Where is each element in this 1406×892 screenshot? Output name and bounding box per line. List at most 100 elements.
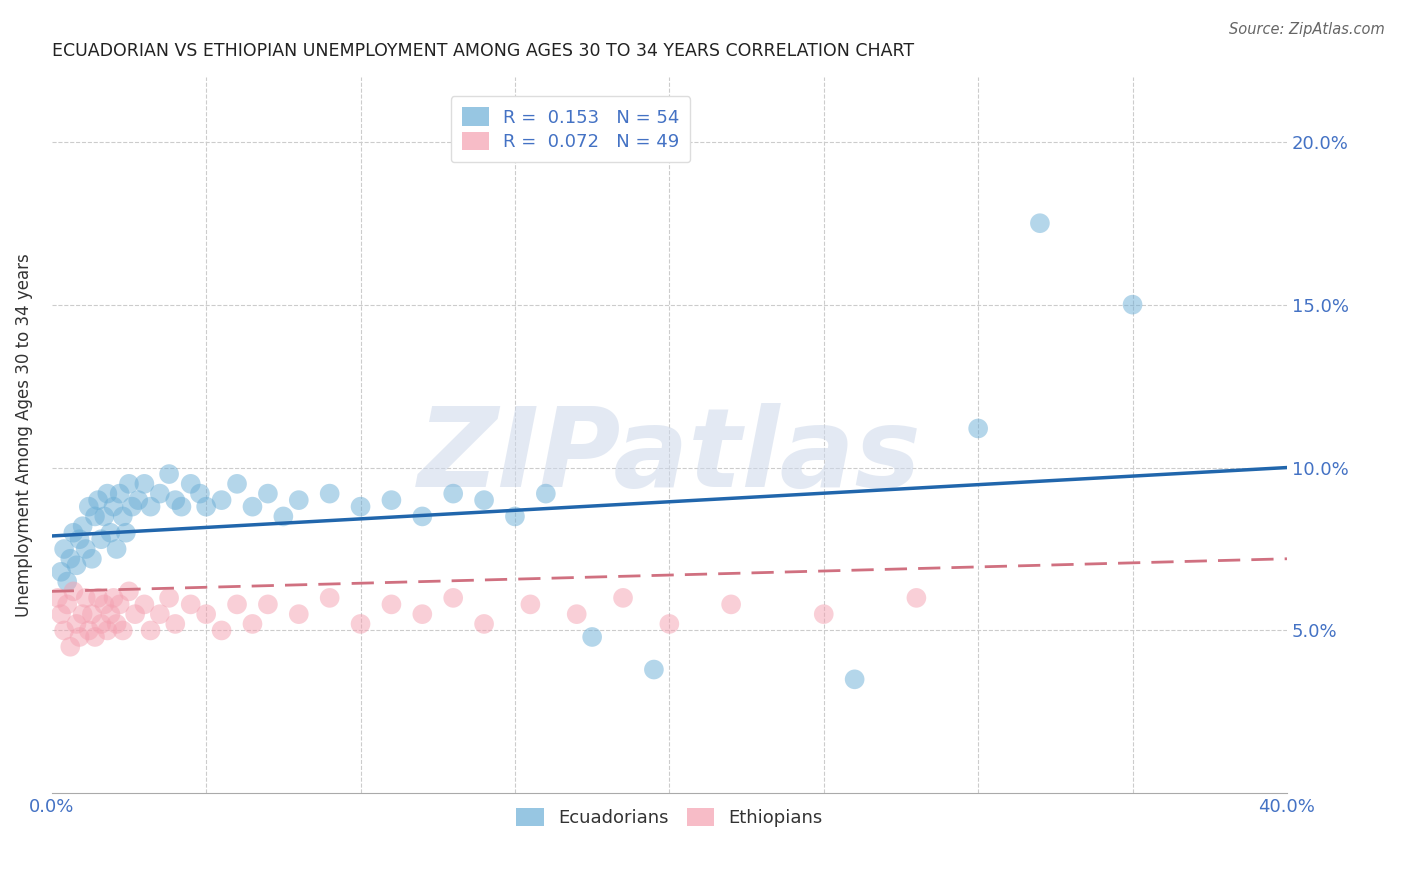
Point <box>87 493 110 508</box>
Point <box>581 630 603 644</box>
Point <box>967 421 990 435</box>
Point <box>62 525 84 540</box>
Point <box>211 493 233 508</box>
Point <box>503 509 526 524</box>
Point <box>188 486 211 500</box>
Text: ECUADORIAN VS ETHIOPIAN UNEMPLOYMENT AMONG AGES 30 TO 34 YEARS CORRELATION CHART: ECUADORIAN VS ETHIOPIAN UNEMPLOYMENT AMO… <box>52 42 914 60</box>
Point <box>84 630 107 644</box>
Point <box>134 476 156 491</box>
Point <box>170 500 193 514</box>
Point <box>441 486 464 500</box>
Point <box>111 624 134 638</box>
Point <box>62 584 84 599</box>
Point <box>1122 298 1144 312</box>
Point <box>318 486 340 500</box>
Point <box>349 616 371 631</box>
Point <box>93 509 115 524</box>
Point <box>84 509 107 524</box>
Point <box>472 616 495 631</box>
Point <box>643 663 665 677</box>
Text: Source: ZipAtlas.com: Source: ZipAtlas.com <box>1229 22 1385 37</box>
Point <box>195 607 218 622</box>
Point <box>108 598 131 612</box>
Point <box>165 493 187 508</box>
Point <box>72 607 94 622</box>
Point <box>1029 216 1052 230</box>
Point <box>72 519 94 533</box>
Point <box>59 551 82 566</box>
Point <box>105 541 128 556</box>
Point <box>127 493 149 508</box>
Point <box>157 467 180 481</box>
Point <box>100 525 122 540</box>
Point <box>242 500 264 514</box>
Point <box>195 500 218 514</box>
Point <box>59 640 82 654</box>
Point <box>411 509 433 524</box>
Point <box>149 486 172 500</box>
Point <box>65 616 87 631</box>
Point <box>75 591 97 605</box>
Point <box>53 541 76 556</box>
Point <box>257 486 280 500</box>
Point <box>111 509 134 524</box>
Point <box>77 500 100 514</box>
Point <box>121 500 143 514</box>
Point <box>105 616 128 631</box>
Point <box>288 493 311 508</box>
Point <box>134 598 156 612</box>
Point <box>149 607 172 622</box>
Point <box>157 591 180 605</box>
Point <box>69 630 91 644</box>
Point <box>180 598 202 612</box>
Point <box>441 591 464 605</box>
Point <box>519 598 541 612</box>
Point <box>534 486 557 500</box>
Point <box>80 607 103 622</box>
Point <box>90 533 112 547</box>
Point <box>75 541 97 556</box>
Point <box>77 624 100 638</box>
Point <box>124 607 146 622</box>
Point <box>411 607 433 622</box>
Point <box>180 476 202 491</box>
Legend: Ecuadorians, Ethiopians: Ecuadorians, Ethiopians <box>509 801 830 835</box>
Point <box>720 598 742 612</box>
Point <box>318 591 340 605</box>
Point <box>612 591 634 605</box>
Point <box>658 616 681 631</box>
Point <box>49 607 72 622</box>
Point <box>226 476 249 491</box>
Point <box>349 500 371 514</box>
Point <box>211 624 233 638</box>
Point <box>273 509 295 524</box>
Point <box>108 486 131 500</box>
Point <box>80 551 103 566</box>
Point <box>100 607 122 622</box>
Point <box>96 624 118 638</box>
Point <box>905 591 928 605</box>
Point <box>53 624 76 638</box>
Point <box>90 616 112 631</box>
Point <box>118 476 141 491</box>
Point <box>472 493 495 508</box>
Point <box>56 574 79 589</box>
Point <box>288 607 311 622</box>
Point <box>139 500 162 514</box>
Point <box>69 533 91 547</box>
Point <box>65 558 87 573</box>
Y-axis label: Unemployment Among Ages 30 to 34 years: Unemployment Among Ages 30 to 34 years <box>15 253 32 617</box>
Point <box>165 616 187 631</box>
Point <box>115 525 138 540</box>
Text: ZIPatlas: ZIPatlas <box>418 403 921 510</box>
Point <box>380 598 402 612</box>
Point <box>103 500 125 514</box>
Point <box>56 598 79 612</box>
Point <box>96 486 118 500</box>
Point <box>242 616 264 631</box>
Point <box>46 591 69 605</box>
Point <box>257 598 280 612</box>
Point <box>226 598 249 612</box>
Point <box>87 591 110 605</box>
Point <box>49 565 72 579</box>
